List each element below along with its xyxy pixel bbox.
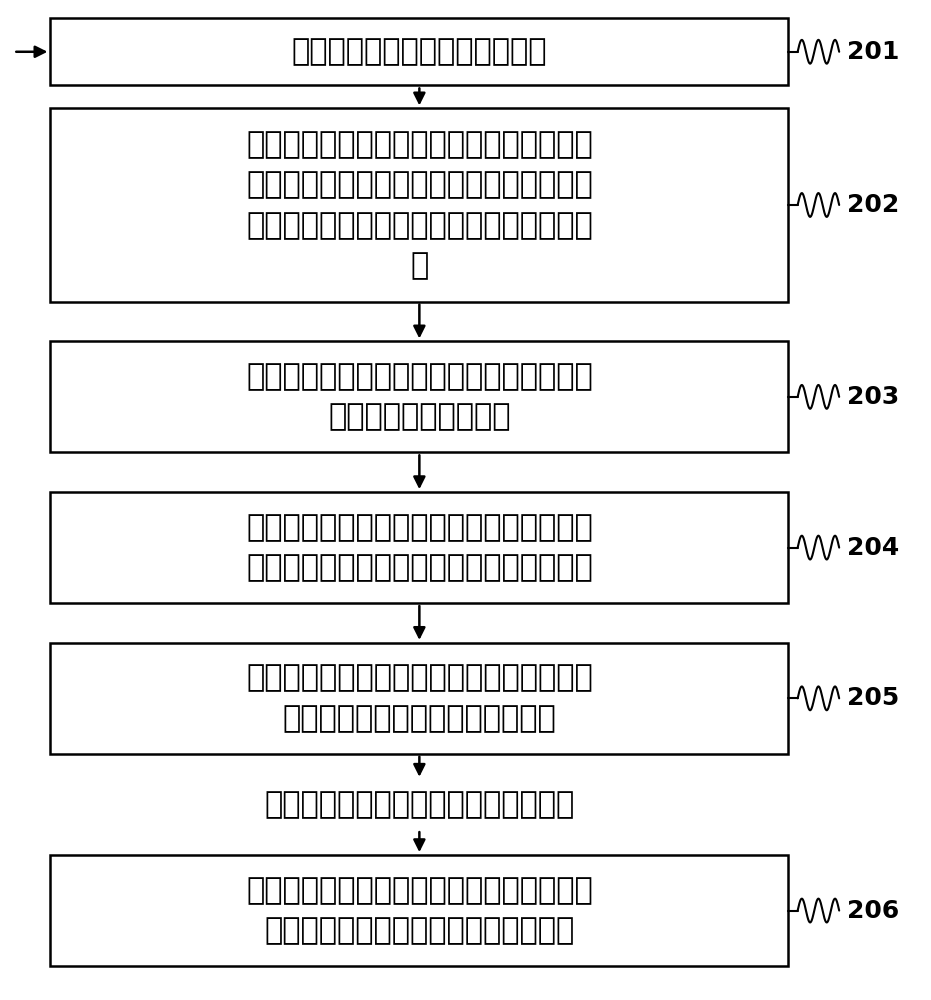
Text: 根据当前延时在第一当前信号、第二当前信
号中分别确定第一目标信号、第二目标信号: 根据当前延时在第一当前信号、第二当前信 号中分别确定第一目标信号、第二目标信号 (246, 513, 593, 582)
Text: 根据处理后的第一当前信号、处理后的第二
当前信号确定当前延时: 根据处理后的第一当前信号、处理后的第二 当前信号确定当前延时 (246, 362, 593, 432)
FancyBboxPatch shape (50, 18, 789, 85)
Text: 将每个预设采样率都确定为当前采样率: 将每个预设采样率都确定为当前采样率 (264, 790, 574, 819)
FancyBboxPatch shape (50, 492, 789, 603)
FancyBboxPatch shape (50, 855, 789, 966)
Text: 在预设采样率中确定当前采样率: 在预设采样率中确定当前采样率 (291, 37, 547, 66)
Text: 205: 205 (846, 686, 898, 710)
Text: 206: 206 (846, 899, 898, 923)
FancyBboxPatch shape (50, 108, 789, 302)
Text: 根据与每个当前采样率对应的当前延时，确
定录制信号与参考信号之间的目标延时: 根据与每个当前采样率对应的当前延时，确 定录制信号与参考信号之间的目标延时 (246, 876, 593, 945)
FancyBboxPatch shape (50, 643, 789, 754)
Text: 将第一目标信号确定为第一当前信号，并将
第二目标信号确定为第二当前信号: 将第一目标信号确定为第一当前信号，并将 第二目标信号确定为第二当前信号 (246, 664, 593, 733)
Text: 204: 204 (846, 536, 898, 560)
Text: 202: 202 (846, 193, 898, 217)
Text: 根据当前采样率对第一当前信号、第二当前
信号进行处理。其中，初始的第一当前信号
为录制信号，初始的第二当前信号为参考信
号: 根据当前采样率对第一当前信号、第二当前 信号进行处理。其中，初始的第一当前信号 … (246, 130, 593, 280)
Text: 203: 203 (846, 385, 898, 409)
FancyBboxPatch shape (50, 341, 789, 452)
Text: 201: 201 (846, 40, 899, 64)
